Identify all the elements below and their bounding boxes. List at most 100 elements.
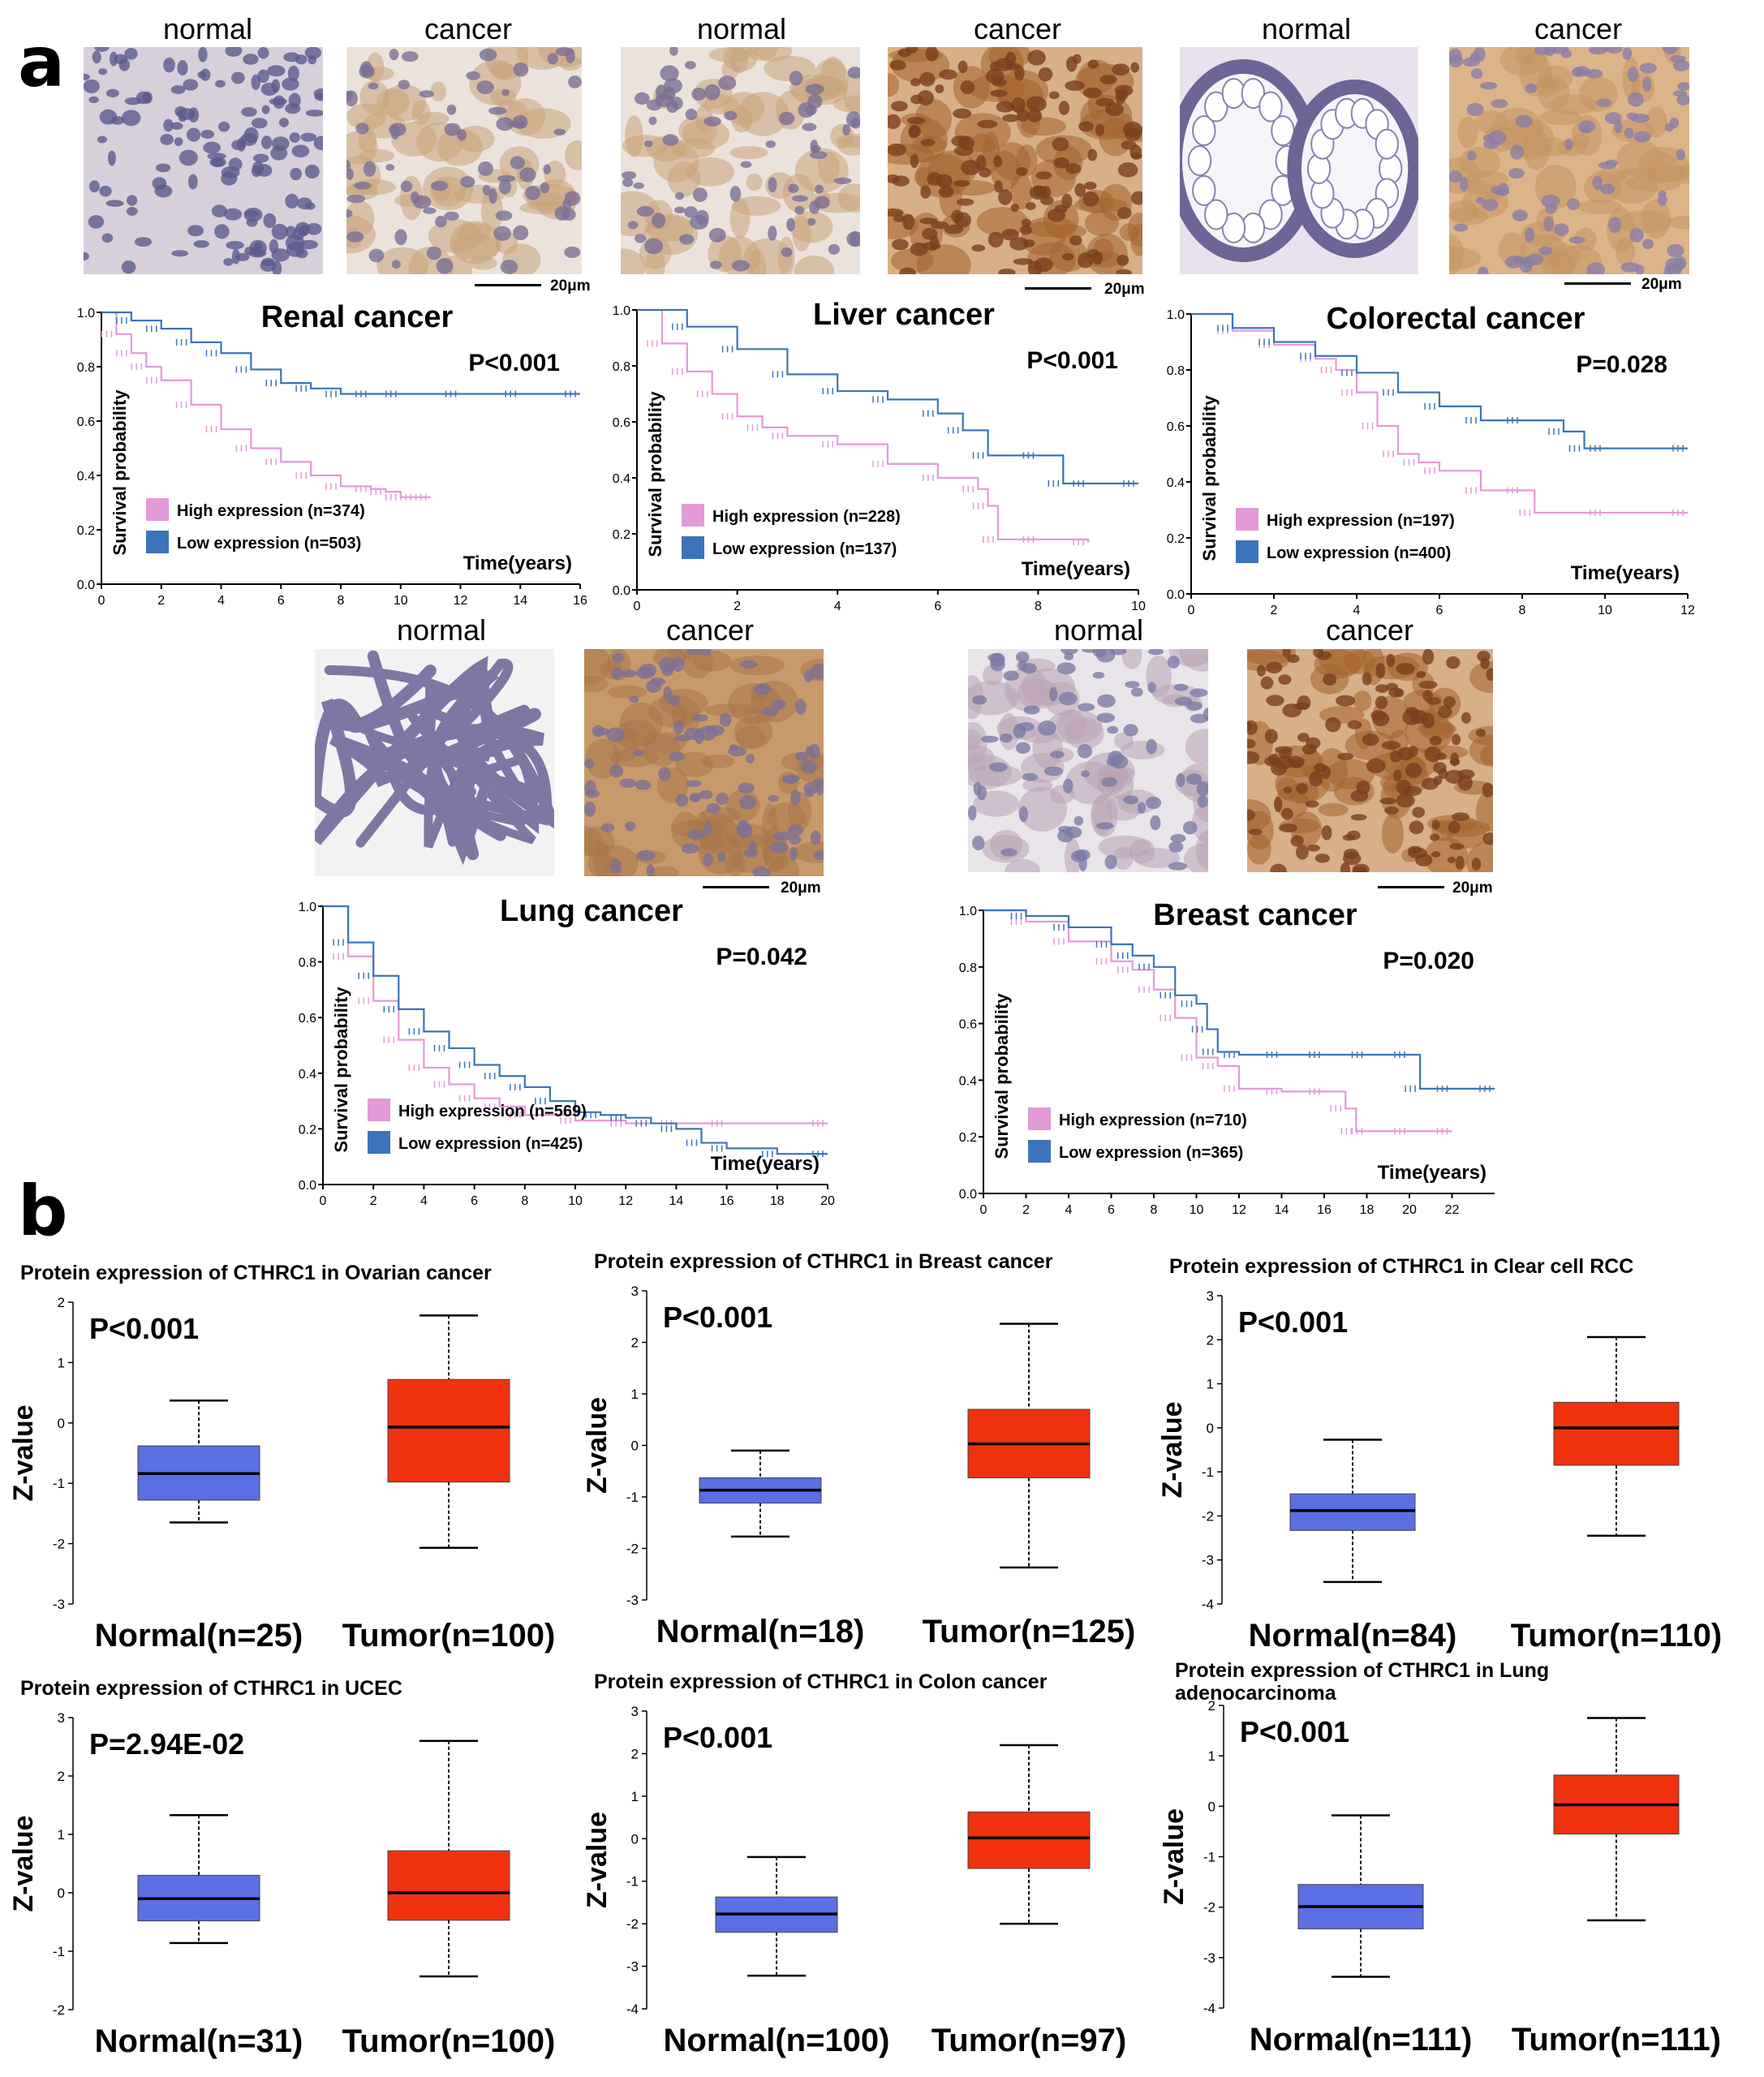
category-label: Normal(n=18) bbox=[656, 1614, 865, 1649]
nucleus bbox=[98, 68, 108, 75]
nucleus bbox=[221, 171, 238, 186]
nucleus bbox=[1620, 261, 1640, 273]
cytoplasm bbox=[675, 751, 714, 778]
nucleus bbox=[1486, 668, 1493, 682]
nucleus bbox=[1283, 786, 1292, 793]
nucleus bbox=[1666, 262, 1683, 274]
nucleus bbox=[1203, 707, 1208, 720]
nucleus bbox=[1260, 676, 1274, 690]
nucleus bbox=[1168, 862, 1188, 871]
nucleus bbox=[804, 788, 815, 798]
nucleus bbox=[910, 78, 921, 87]
nucleus bbox=[241, 106, 257, 117]
km-title: Lung cancer bbox=[500, 894, 683, 928]
nucleus bbox=[197, 71, 207, 79]
boxplot-title: Protein expression of CTHRC1 in Colon ca… bbox=[594, 1671, 1048, 1693]
nucleus bbox=[488, 187, 497, 204]
x-tick-label: 4 bbox=[217, 594, 225, 608]
nucleus bbox=[1021, 218, 1031, 227]
nucleus bbox=[1538, 246, 1553, 256]
legend-swatch-high bbox=[682, 504, 704, 527]
nucleus bbox=[977, 119, 998, 129]
nucleus bbox=[231, 248, 240, 264]
cytoplasm bbox=[789, 211, 833, 243]
nucleus bbox=[1495, 188, 1510, 196]
boxplot-ylabel: Z-value bbox=[1159, 1808, 1190, 1905]
legend-swatch-low bbox=[682, 536, 704, 559]
nucleus bbox=[1017, 722, 1035, 732]
nucleus bbox=[1129, 144, 1142, 160]
nucleus bbox=[193, 240, 209, 248]
nucleus bbox=[482, 184, 491, 196]
nucleus bbox=[803, 669, 814, 683]
nucleus bbox=[930, 221, 949, 230]
y-tick-label: 0.8 bbox=[299, 957, 316, 970]
boxplot-clear-cell-rcc: -4 -3 -2 -1 0 1 2 3 Z-value Protein expression of… bbox=[1157, 1255, 1722, 1653]
nucleus bbox=[893, 214, 906, 223]
alveolar-wall bbox=[382, 727, 553, 866]
nucleus bbox=[1340, 862, 1351, 872]
nucleus bbox=[519, 167, 536, 183]
nucleus bbox=[1409, 820, 1424, 835]
boxplot-pvalue: P<0.001 bbox=[1240, 1715, 1349, 1748]
nucleus bbox=[1431, 851, 1441, 858]
alveolar-wall bbox=[315, 664, 492, 818]
cytoplasm bbox=[746, 47, 778, 62]
nucleus bbox=[633, 182, 645, 189]
nucleus bbox=[354, 182, 372, 190]
nucleus bbox=[1554, 223, 1569, 236]
nucleus bbox=[88, 96, 99, 104]
nucleus bbox=[1281, 807, 1293, 820]
nucleus bbox=[246, 217, 258, 227]
boxplot-colon: -4 -3 -2 -1 0 1 2 3 Z-value Protein expression of… bbox=[582, 1671, 1126, 2058]
nucleus bbox=[1287, 654, 1300, 664]
nucleus bbox=[1347, 720, 1362, 729]
nucleus bbox=[497, 174, 516, 183]
nucleus bbox=[719, 712, 732, 727]
nucleus bbox=[1307, 844, 1320, 852]
goblet-cell bbox=[1258, 199, 1283, 230]
nucleus bbox=[1077, 252, 1094, 269]
nucleus bbox=[271, 223, 288, 240]
nucleus bbox=[1082, 88, 1102, 99]
nucleus bbox=[1022, 772, 1039, 781]
category-label: Normal(n=111) bbox=[1250, 2022, 1473, 2058]
nucleus bbox=[1190, 688, 1208, 698]
nucleus bbox=[121, 110, 141, 127]
nucleus bbox=[257, 69, 269, 84]
km-ylabel: Survival probability bbox=[992, 993, 1012, 1159]
nucleus bbox=[177, 60, 188, 76]
legend-low-label: Low expression (n=400) bbox=[1267, 544, 1451, 562]
goblet-cell bbox=[1221, 212, 1246, 243]
nucleus bbox=[394, 229, 407, 246]
nucleus bbox=[1447, 856, 1456, 863]
nucleus bbox=[920, 185, 931, 199]
nucleus bbox=[553, 128, 566, 135]
nucleus bbox=[1452, 812, 1470, 822]
nucleus bbox=[126, 207, 138, 216]
x-tick-label: 4 bbox=[420, 1194, 428, 1208]
nucleus bbox=[459, 176, 475, 188]
nucleus bbox=[214, 224, 230, 239]
nucleus bbox=[794, 205, 805, 215]
nucleus bbox=[663, 78, 682, 94]
nucleus bbox=[990, 657, 1005, 672]
x-tick-label: 18 bbox=[1360, 1203, 1375, 1217]
x-tick-label: 0 bbox=[1188, 604, 1195, 617]
y-tick-label: 0.8 bbox=[959, 961, 977, 975]
nucleus bbox=[1197, 795, 1208, 808]
nucleus bbox=[622, 178, 634, 187]
y-tick-label: -3 bbox=[626, 1959, 639, 1975]
nucleus bbox=[99, 185, 112, 197]
nucleus bbox=[1130, 191, 1142, 205]
y-tick-label: 3 bbox=[631, 1284, 639, 1299]
nucleus bbox=[1605, 159, 1619, 167]
nucleus bbox=[1337, 752, 1354, 760]
nucleus bbox=[739, 660, 758, 669]
km-curve-high bbox=[1191, 312, 1688, 514]
nucleus bbox=[501, 89, 510, 97]
nucleus bbox=[1392, 769, 1402, 781]
nucleus bbox=[171, 250, 189, 257]
nucleus bbox=[1444, 769, 1465, 785]
nucleus bbox=[1412, 806, 1426, 818]
